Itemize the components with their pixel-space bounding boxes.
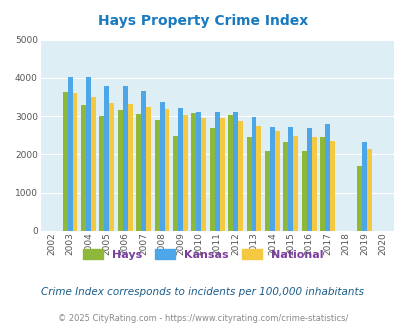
Bar: [191, 114, 196, 231]
Bar: [177, 108, 182, 231]
Bar: [141, 91, 146, 231]
Bar: [182, 115, 188, 231]
Bar: [209, 128, 214, 231]
Bar: [154, 120, 159, 231]
Bar: [324, 124, 329, 231]
Bar: [311, 137, 316, 231]
Bar: [173, 136, 177, 231]
Bar: [228, 115, 232, 231]
Bar: [109, 103, 114, 231]
Bar: [306, 128, 311, 231]
Bar: [67, 78, 72, 231]
Bar: [329, 141, 334, 231]
Bar: [104, 85, 109, 231]
Bar: [196, 112, 201, 231]
Bar: [117, 111, 122, 231]
Text: Hays Property Crime Index: Hays Property Crime Index: [98, 15, 307, 28]
Bar: [264, 150, 269, 231]
Bar: [356, 166, 361, 231]
Bar: [159, 102, 164, 231]
Bar: [86, 78, 91, 231]
Legend: Hays, Kansas, National: Hays, Kansas, National: [78, 245, 327, 264]
Bar: [237, 121, 243, 231]
Bar: [62, 92, 67, 231]
Bar: [256, 126, 261, 231]
Bar: [164, 109, 169, 231]
Bar: [99, 116, 104, 231]
Bar: [214, 112, 219, 231]
Bar: [232, 112, 237, 231]
Bar: [292, 136, 298, 231]
Bar: [361, 142, 366, 231]
Bar: [136, 114, 141, 231]
Text: © 2025 CityRating.com - https://www.cityrating.com/crime-statistics/: © 2025 CityRating.com - https://www.city…: [58, 314, 347, 323]
Bar: [72, 93, 77, 231]
Bar: [320, 137, 324, 231]
Bar: [91, 97, 96, 231]
Text: Crime Index corresponds to incidents per 100,000 inhabitants: Crime Index corresponds to incidents per…: [41, 287, 364, 297]
Bar: [301, 150, 306, 231]
Bar: [288, 127, 292, 231]
Bar: [366, 149, 371, 231]
Bar: [246, 137, 251, 231]
Bar: [274, 131, 279, 231]
Bar: [146, 107, 151, 231]
Bar: [219, 118, 224, 231]
Bar: [269, 127, 274, 231]
Bar: [81, 106, 86, 231]
Bar: [201, 118, 206, 231]
Bar: [283, 142, 288, 231]
Bar: [128, 104, 132, 231]
Bar: [251, 117, 256, 231]
Bar: [122, 86, 128, 231]
